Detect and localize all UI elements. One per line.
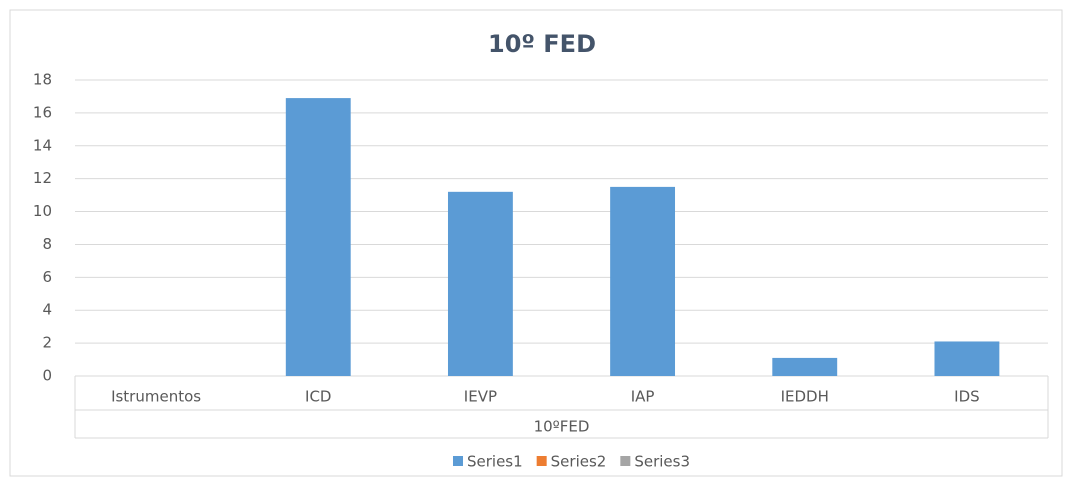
bar	[772, 357, 838, 376]
legend-swatch	[536, 456, 547, 466]
x-tick-label: IDS	[954, 388, 980, 406]
x-axis-group-label: 10ºFED	[534, 418, 590, 436]
y-tick-label: 4	[42, 301, 52, 319]
chart-title: 10º FED	[488, 30, 596, 58]
y-tick-label: 14	[33, 136, 52, 154]
x-tick-label: Istrumentos	[111, 388, 201, 406]
bar	[285, 98, 351, 376]
y-tick-label: 2	[42, 334, 52, 352]
legend-label: Series1	[467, 453, 523, 471]
bar	[934, 341, 1000, 376]
y-tick-label: 18	[33, 71, 52, 89]
y-tick-label: 16	[33, 103, 52, 121]
legend-swatch	[452, 456, 463, 466]
x-tick-label: IEVP	[464, 388, 497, 406]
legend-swatch	[620, 456, 631, 466]
y-tick-label: 6	[42, 268, 52, 286]
legend-label: Series2	[551, 453, 607, 471]
y-tick-label: 8	[42, 235, 52, 253]
x-tick-label: IAP	[631, 388, 655, 406]
chart-frame	[9, 9, 1063, 477]
y-tick-label: 0	[42, 367, 52, 385]
bar	[447, 191, 513, 376]
x-tick-label: ICD	[305, 388, 331, 406]
y-tick-label: 12	[33, 169, 52, 187]
y-tick-label: 10	[33, 202, 52, 220]
x-tick-label: IEDDH	[781, 388, 829, 406]
bar	[610, 186, 676, 376]
legend-label: Series3	[634, 453, 690, 471]
